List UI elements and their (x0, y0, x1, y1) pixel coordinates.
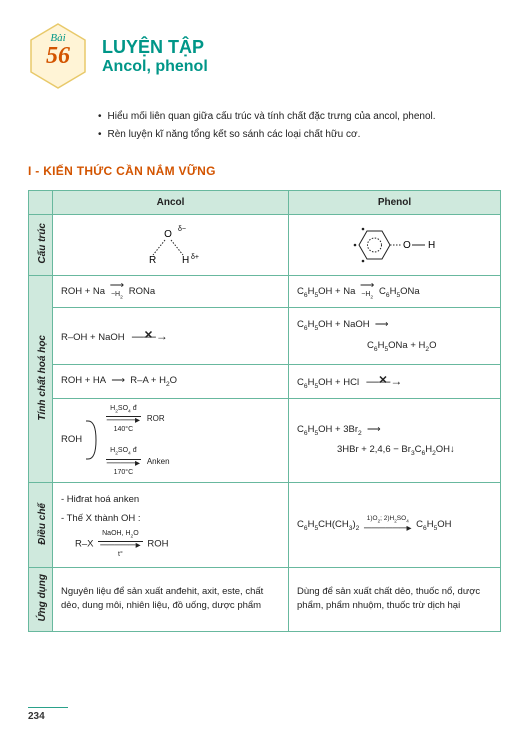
lesson-header: Bài 56 LUYỆN TẬP Ancol, phenol (28, 22, 501, 90)
col-phenol: Phenol (289, 191, 501, 215)
col-ancol: Ancol (53, 191, 289, 215)
rowlabel-tinhchat: Tính chất hoá học (29, 276, 53, 483)
bullet-0: Hiểu mối liên quan giữa cấu trúc và tính… (108, 108, 436, 126)
bullet-1: Rèn luyện kĩ năng tổng kết so sánh các l… (108, 126, 361, 144)
comparison-table: Ancol Phenol Cấu trúc O δ− R H δ+ (28, 190, 501, 632)
title-line2: Ancol, phenol (102, 58, 208, 76)
section-heading: I - KIẾN THỨC CẦN NẮM VỮNG (28, 164, 501, 178)
svg-text:O: O (164, 229, 172, 240)
cell-tc-phenol-4: C6H5OH + 3Br2 ⟶ 3HBr + 2,4,6 − Br3C6H2OH… (289, 398, 501, 482)
cell-cautruc-phenol: O H (289, 215, 501, 276)
svg-text:H: H (428, 240, 435, 251)
cell-tc-phenol-3: C6H5OH + HCl ——→ (289, 364, 501, 398)
page-number: 234 (28, 707, 68, 722)
cell-tc-ancol-3: ROH + HA ⟶ R–A + H2O (53, 364, 289, 398)
rowlabel-dieuche: Điều chế (29, 482, 53, 568)
cell-ungdung-ancol: Nguyên liệu để sản xuất anđehit, axit, e… (53, 568, 289, 632)
svg-text:δ+: δ+ (191, 254, 199, 261)
lesson-badge: Bài 56 (28, 22, 88, 90)
lesson-title: LUYỆN TẬP Ancol, phenol (102, 36, 208, 77)
svg-text:R: R (149, 255, 156, 266)
ancol-structure-diagram: O δ− R H δ+ (136, 223, 206, 267)
cell-dieuche-ancol: - Hiđrat hoá anken - Thế X thành OH : R–… (53, 482, 289, 568)
cell-tc-ancol-1: ROH + Na ⟶−H2 RONa (53, 276, 289, 308)
rowlabel-ungdung: Ứng dụng (29, 568, 53, 632)
badge-number: 56 (28, 44, 88, 68)
cell-cautruc-ancol: O δ− R H δ+ (53, 215, 289, 276)
cell-tc-ancol-4: ROH H2SO4 đ────▸140°C ROR H2SO4 đ────▸17… (53, 398, 289, 482)
svg-text:H: H (182, 255, 189, 266)
cell-ungdung-phenol: Dùng để sản xuất chất dẻo, thuốc nổ, dượ… (289, 568, 501, 632)
svg-text:δ−: δ− (178, 226, 186, 233)
objectives-list: •Hiểu mối liên quan giữa cấu trúc và tín… (98, 108, 501, 144)
cell-tc-phenol-2: C6H5OH + NaOH ⟶ C6H5ONa + H2O (289, 308, 501, 364)
cell-tc-phenol-1: C6H5OH + Na ⟶−H2 C6H5ONa (289, 276, 501, 308)
svg-text:O: O (403, 240, 411, 251)
rowlabel-cautruc: Cấu trúc (29, 215, 53, 276)
cell-dieuche-phenol: C6H5CH(CH3)2 1)O2; 2)H2SO4──────▸ C6H5OH (289, 482, 501, 568)
title-line1: LUYỆN TẬP (102, 36, 208, 59)
cell-tc-ancol-2: R–OH + NaOH ——→ (53, 308, 289, 364)
phenol-structure-diagram: O H (345, 223, 445, 267)
